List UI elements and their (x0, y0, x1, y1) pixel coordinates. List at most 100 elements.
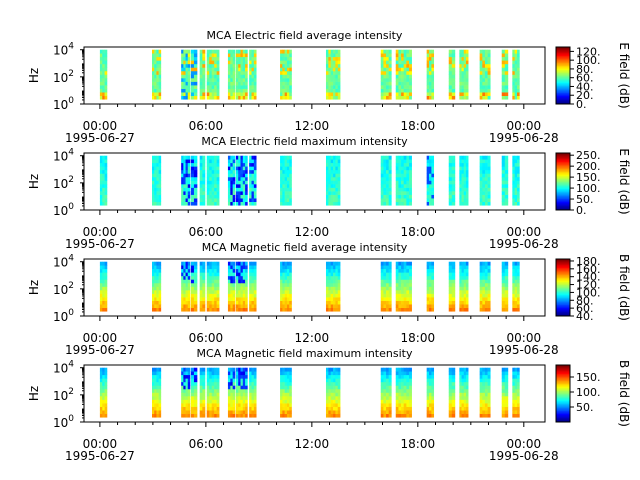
spectrogram-cell (403, 279, 407, 284)
spectrogram-cell (245, 367, 248, 372)
colorbar-tick-label: 100. (576, 386, 601, 399)
colorbar-swatch (556, 197, 570, 200)
spectrogram-cell (156, 293, 159, 298)
spectrogram-cell (152, 396, 155, 400)
spectrogram-cell (235, 176, 239, 181)
spectrogram-cell (206, 268, 210, 273)
spectrogram-cell (230, 85, 233, 89)
colorbar-swatch (556, 82, 570, 85)
spectrogram-cell (199, 187, 203, 192)
spectrogram-cell (429, 74, 432, 79)
spectrogram-cell (156, 49, 159, 54)
spectrogram-cell (99, 275, 103, 280)
spectrogram-cell (181, 67, 184, 72)
spectrogram-cell (461, 67, 465, 72)
spectrogram-cell (242, 297, 246, 301)
spectrogram-cell (512, 53, 515, 58)
spectrogram-cell (463, 155, 467, 160)
colorbar-swatch (556, 296, 570, 298)
y-axis-label: Hz (27, 174, 41, 189)
spectrogram-cell (190, 166, 195, 171)
colorbar-tick-label: 40. (576, 80, 594, 93)
spectrogram-cell (380, 413, 384, 418)
spectrogram-cell (461, 173, 465, 178)
spectrogram-cell (517, 63, 520, 68)
spectrogram-cell (429, 399, 432, 404)
spectrogram-cell (479, 410, 483, 415)
spectrogram-cell (512, 49, 515, 54)
spectrogram-cell (152, 78, 155, 82)
spectrogram-cell (280, 286, 283, 291)
spectrogram-cell (156, 159, 159, 164)
spectrogram-cell (216, 56, 220, 61)
spectrogram-cell (325, 304, 329, 309)
spectrogram-cell (380, 286, 384, 291)
spectrogram-cell (328, 293, 331, 298)
spectrogram-cell (214, 385, 217, 390)
spectrogram-cell (190, 275, 195, 280)
spectrogram-cell (211, 403, 215, 407)
spectrogram-cell (102, 381, 105, 386)
colorbar-swatch (556, 75, 570, 78)
spectrogram-cell (337, 49, 341, 54)
spectrogram-cell (199, 367, 203, 372)
spectrogram-cell (504, 265, 509, 270)
spectrogram-cell (429, 286, 432, 291)
spectrogram-cell (395, 173, 399, 178)
spectrogram-cell (504, 381, 509, 386)
spectrogram-cell (487, 410, 491, 415)
spectrogram-cell (501, 307, 506, 312)
spectrogram-cell (190, 173, 195, 178)
spectrogram-cell (386, 388, 389, 393)
spectrogram-cell (282, 201, 285, 206)
spectrogram-cell (401, 166, 404, 171)
spectrogram-cell (328, 81, 331, 86)
spectrogram-cell (482, 381, 486, 386)
spectrogram-cell (251, 201, 255, 206)
spectrogram-cell (395, 268, 399, 273)
spectrogram-cell (199, 53, 203, 58)
spectrogram-cell (517, 180, 520, 185)
spectrogram-cell (517, 403, 520, 407)
spectrogram-cell (461, 70, 465, 75)
spectrogram-cell (238, 159, 241, 164)
spectrogram-cell (238, 49, 241, 54)
spectrogram-cell (328, 381, 331, 386)
spectrogram-cell (501, 290, 506, 294)
spectrogram-cell (99, 307, 103, 312)
colorbar-tick-label: 0. (576, 98, 587, 111)
spectrogram-cell (154, 67, 157, 72)
spectrogram-cell (383, 173, 387, 178)
spectrogram-cell (459, 293, 462, 298)
spectrogram-cell (401, 180, 404, 185)
spectrogram-cell (280, 413, 283, 418)
colorbar-swatch (556, 165, 570, 168)
spectrogram-cell (104, 56, 108, 61)
spectrogram-cell (190, 261, 195, 266)
spectrogram-cell (202, 67, 206, 72)
spectrogram-cell (183, 381, 186, 386)
spectrogram-cell (154, 56, 157, 61)
spectrogram-cell (484, 286, 488, 291)
spectrogram-cell (451, 261, 456, 266)
spectrogram-cell (406, 85, 410, 89)
spectrogram-cell (429, 297, 432, 301)
spectrogram-cell (284, 272, 288, 277)
spectrogram-cell (514, 85, 518, 89)
spectrogram-cell (181, 275, 184, 280)
spectrogram-cell (253, 63, 257, 68)
spectrogram-cell (214, 275, 217, 280)
spectrogram-cell (187, 60, 191, 65)
spectrogram-cell (330, 282, 334, 287)
spectrogram-cell (187, 49, 191, 54)
spectrogram-cell (465, 307, 469, 312)
spectrogram-cell (409, 56, 412, 61)
spectrogram-cell (335, 187, 339, 192)
spectrogram-cell (461, 374, 465, 379)
spectrogram-cell (102, 297, 105, 301)
spectrogram-cell (487, 385, 491, 390)
spectrogram-cell (154, 60, 157, 65)
spectrogram-cell (395, 367, 399, 372)
spectrogram-cell (227, 293, 231, 298)
spectrogram-cell (154, 166, 157, 171)
